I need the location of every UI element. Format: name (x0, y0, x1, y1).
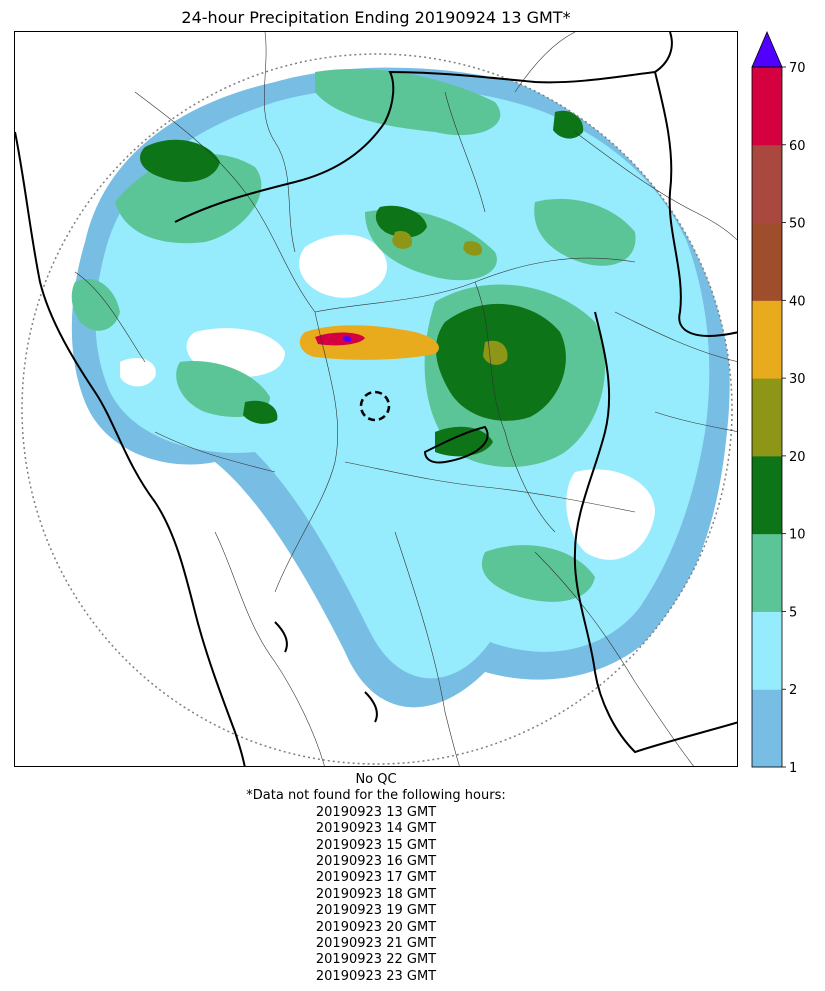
district-boundaries (74, 32, 737, 766)
radar-range-ring (21, 53, 733, 765)
missing-hour-item: 20190923 16 GMT (315, 854, 437, 870)
map-title: 24-hour Precipitation Ending 20190924 13… (181, 8, 571, 27)
colorbar-band (752, 533, 782, 612)
colorbar-tick-label: 30 (789, 372, 806, 387)
colorbar-band (752, 455, 782, 535)
missing-hour-item: 20190923 13 GMT (315, 804, 437, 820)
missing-hour-item: 20190923 20 GMT (315, 919, 437, 935)
colorbar-bands (752, 67, 782, 768)
colorbar-band (752, 222, 782, 301)
colorbar-band (752, 144, 782, 224)
missing-hour-item: 20190923 14 GMT (315, 821, 437, 837)
colorbar-frame (751, 66, 783, 768)
colorbar-band (752, 300, 782, 379)
missing-hours-list: 20190923 13 GMT 20190923 14 GMT 20190923 1… (0, 805, 752, 985)
missing-hour-item: 20190923 17 GMT (315, 870, 437, 886)
missing-hour-item: 20190923 18 GMT (315, 886, 437, 902)
missing-hour-item: 20190923 15 GMT (315, 837, 437, 853)
colorbar-tick-label: 60 (789, 139, 806, 154)
colorbar: 1 2 5 10 20 30 40 50 60 70 (751, 30, 806, 776)
colorbar-tick-label: 20 (789, 450, 806, 465)
missing-hour-item: 20190923 23 GMT (315, 968, 437, 984)
colorbar-tick-label: 50 (789, 217, 806, 232)
colorbar-ticks: 1 2 5 10 20 30 40 50 60 70 (782, 61, 806, 776)
colorbar-band (752, 378, 782, 457)
qc-status: No QC (355, 772, 397, 787)
colorbar-tick-label: 70 (789, 61, 806, 76)
colorbar-tick-label: 2 (789, 683, 797, 698)
missing-hour-item: 20190923 21 GMT (315, 936, 437, 952)
colorbar-tick-label: 5 (789, 605, 797, 620)
colorbar-extend-arrow (751, 30, 783, 68)
colorbar-band (752, 67, 782, 146)
precipitation-field (71, 67, 730, 708)
radar-site-marker (359, 390, 391, 422)
colorbar-tick-label: 1 (789, 761, 797, 776)
missing-hour-item: 20190923 19 GMT (315, 903, 437, 919)
missing-hour-item: 20190923 22 GMT (315, 952, 437, 968)
precipitation-map-canvas (15, 32, 737, 766)
state-boundaries (15, 32, 737, 766)
colorbar-tick-label: 40 (789, 294, 806, 309)
colorbar-band (752, 611, 782, 690)
colorbar-tick-label: 10 (789, 528, 806, 543)
radar-map[interactable] (14, 31, 738, 767)
map-footer: No QC *Data not found for the following … (0, 772, 752, 985)
colorbar-band (752, 689, 782, 768)
missing-data-note: *Data not found for the following hours: (246, 788, 506, 804)
